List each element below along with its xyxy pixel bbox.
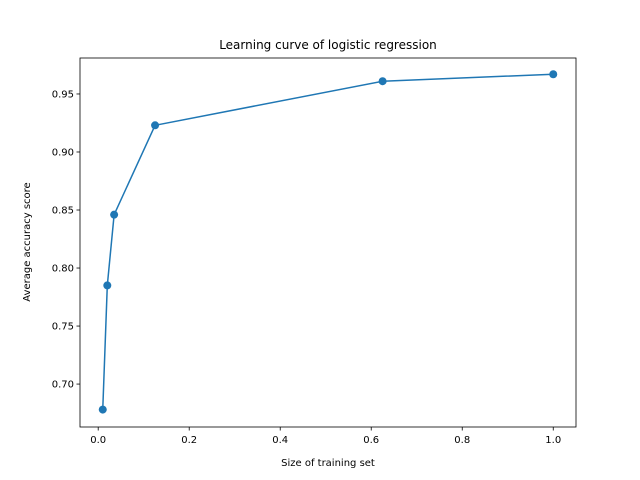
y-tick-label: 0.75 [52,322,74,333]
y-tick-label: 0.95 [52,89,74,100]
x-axis-label: Size of training set [281,458,375,469]
y-tick-label: 0.80 [52,264,74,275]
series-line [102,73,554,410]
data-point [378,77,387,86]
x-tick-label: 0.4 [272,435,288,446]
data-point [151,121,160,130]
y-tick-label: 0.90 [52,147,74,158]
x-tick-label: 0.6 [363,435,379,446]
data-point [103,281,112,290]
y-tick-label: 0.70 [52,380,74,391]
data-point [549,70,558,79]
plot-frame [79,57,577,428]
plot-area [80,58,576,427]
data-point [98,405,107,414]
x-axis-ticks: 0.0 0.2 0.4 0.6 0.8 1.0 [90,427,561,446]
series-layer [98,70,558,414]
x-tick-label: 0.0 [90,435,106,446]
y-axis-ticks: 0.70 0.75 0.80 0.85 0.90 0.95 [52,89,80,391]
x-tick-label: 0.2 [181,435,197,446]
chart-title: Learning curve of logistic regression [219,38,437,52]
y-axis-label: Average accuracy score [22,182,33,301]
x-tick-label: 0.8 [454,435,470,446]
x-tick-label: 1.0 [545,435,561,446]
data-point [110,210,119,219]
y-tick-label: 0.85 [52,206,74,217]
